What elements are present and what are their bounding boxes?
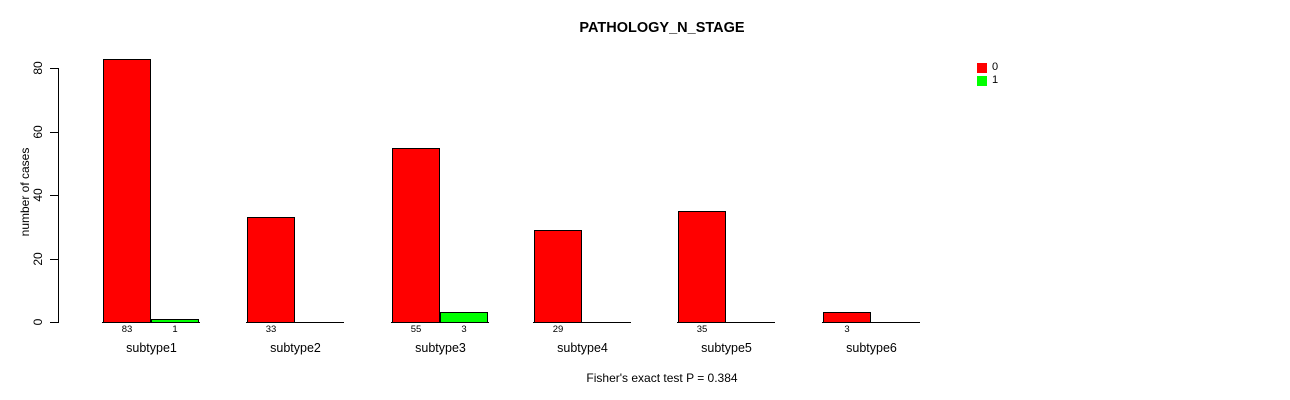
bar-subtype6-series0 — [823, 312, 871, 323]
y-tick-label: 0 — [31, 318, 45, 326]
bar-subtype5-series0 — [678, 211, 726, 323]
bar-value-label: 3 — [461, 324, 467, 335]
y-axis-line — [58, 68, 59, 323]
y-tick-mark — [50, 322, 58, 323]
group-baseline — [822, 322, 920, 323]
y-tick-mark — [50, 259, 58, 260]
bar-value-label: 83 — [121, 324, 133, 335]
legend-swatch-icon — [977, 75, 987, 86]
y-tick-label: 80 — [31, 61, 45, 75]
legend-item-0: 0 — [977, 61, 998, 74]
y-tick-mark — [50, 68, 58, 69]
legend-item-1: 1 — [977, 74, 998, 87]
bar-value-label: 1 — [172, 324, 178, 335]
bar-value-label: 33 — [265, 324, 277, 335]
x-tick-label-subtype5: subtype5 — [701, 341, 752, 355]
y-tick-label: 60 — [31, 125, 45, 139]
x-tick-label-subtype3: subtype3 — [415, 341, 466, 355]
x-tick-label-subtype6: subtype6 — [846, 341, 897, 355]
bar-subtype1-series0 — [103, 59, 151, 323]
bar-subtype3-series1 — [440, 312, 488, 323]
legend-label: 0 — [992, 61, 999, 73]
group-baseline — [533, 322, 631, 323]
y-axis-label: number of cases — [18, 147, 32, 237]
x-tick-label-subtype2: subtype2 — [270, 341, 321, 355]
x-tick-label-subtype4: subtype4 — [557, 341, 608, 355]
bar-subtype4-series0 — [534, 230, 582, 323]
bar-value-label: 35 — [696, 324, 708, 335]
bar-subtype3-series0 — [392, 148, 440, 323]
bar-value-label: 29 — [552, 324, 564, 335]
y-tick-label: 20 — [31, 252, 45, 266]
bar-subtype2-series0 — [247, 217, 295, 323]
y-tick-mark — [50, 132, 58, 133]
chart-title: PATHOLOGY_N_STAGE — [579, 20, 745, 36]
bar-value-label: 3 — [844, 324, 850, 335]
legend-label: 1 — [992, 74, 999, 86]
bar-value-label: 55 — [410, 324, 422, 335]
bar-subtype1-series1 — [151, 319, 199, 323]
y-tick-label: 40 — [31, 188, 45, 202]
fisher-test-annotation: Fisher's exact test P = 0.384 — [586, 371, 738, 385]
group-baseline — [246, 322, 344, 323]
x-tick-label-subtype1: subtype1 — [126, 341, 177, 355]
group-baseline — [677, 322, 775, 323]
legend-swatch-icon — [977, 62, 987, 73]
y-tick-mark — [50, 195, 58, 196]
